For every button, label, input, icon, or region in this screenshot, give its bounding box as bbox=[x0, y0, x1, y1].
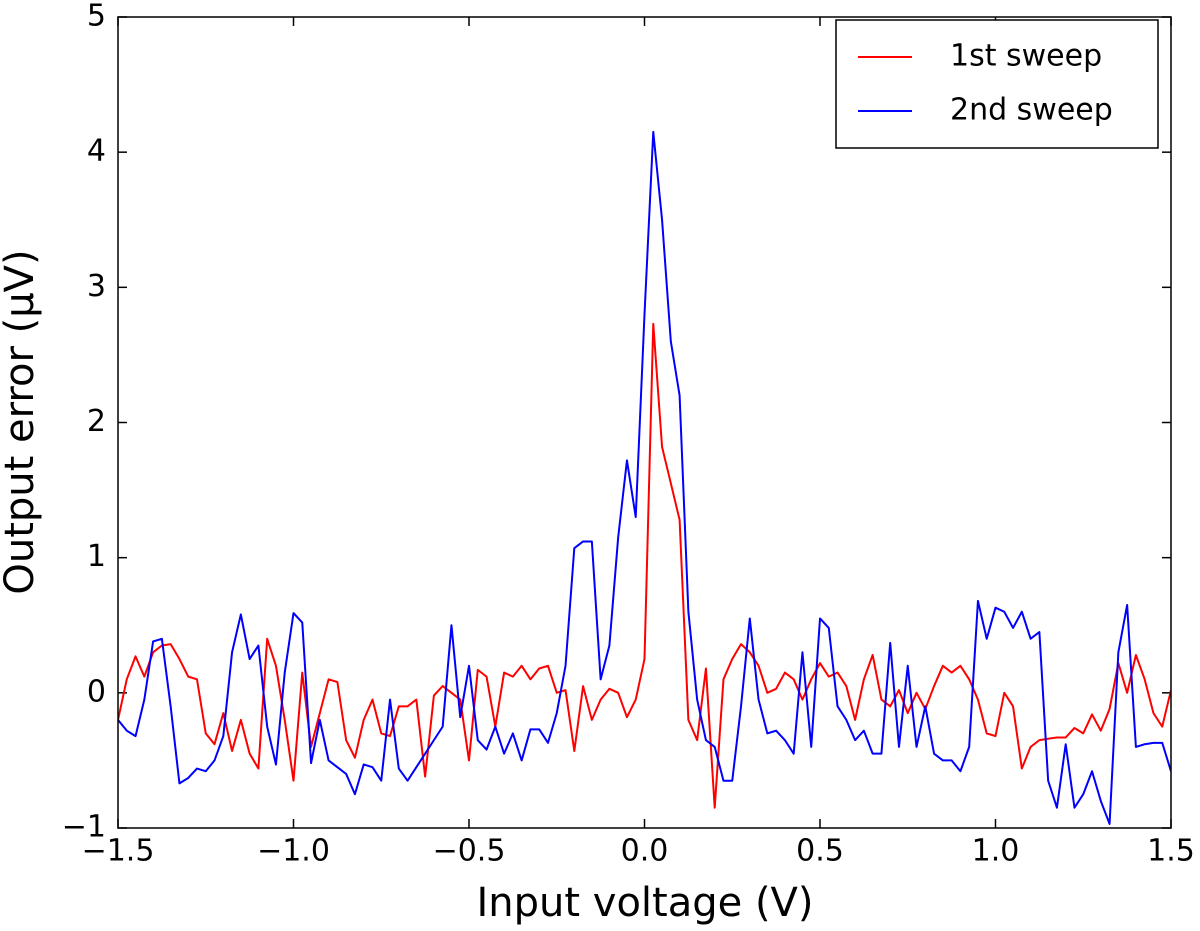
x-tick-label: 1.0 bbox=[972, 834, 1020, 869]
y-tick-label: 1 bbox=[87, 539, 106, 574]
y-axis-label: Output error (μV) bbox=[0, 249, 43, 594]
x-tick-label: 0.0 bbox=[621, 834, 669, 869]
x-axis-label: Input voltage (V) bbox=[476, 880, 813, 926]
y-tick-label: 4 bbox=[87, 134, 106, 169]
x-tick-label: −1.5 bbox=[82, 834, 155, 869]
y-tick-label: 0 bbox=[87, 674, 106, 709]
series-line bbox=[118, 322, 1171, 809]
plot-frame bbox=[117, 16, 1172, 829]
y-tick-label: −1 bbox=[62, 810, 106, 845]
y-tick-label: 3 bbox=[87, 269, 106, 304]
x-tick-label: 0.5 bbox=[796, 834, 844, 869]
y-tick-label: 5 bbox=[87, 0, 106, 34]
series-line bbox=[118, 130, 1171, 825]
x-tick-label: −0.5 bbox=[433, 834, 506, 869]
legend-label: 2nd sweep bbox=[950, 93, 1113, 128]
x-tick-label: 1.5 bbox=[1147, 834, 1195, 869]
y-tick-label: 2 bbox=[87, 404, 106, 439]
legend-label: 1st sweep bbox=[950, 39, 1102, 74]
x-tick-label: −1.0 bbox=[257, 834, 330, 869]
legend-box bbox=[835, 19, 1159, 149]
